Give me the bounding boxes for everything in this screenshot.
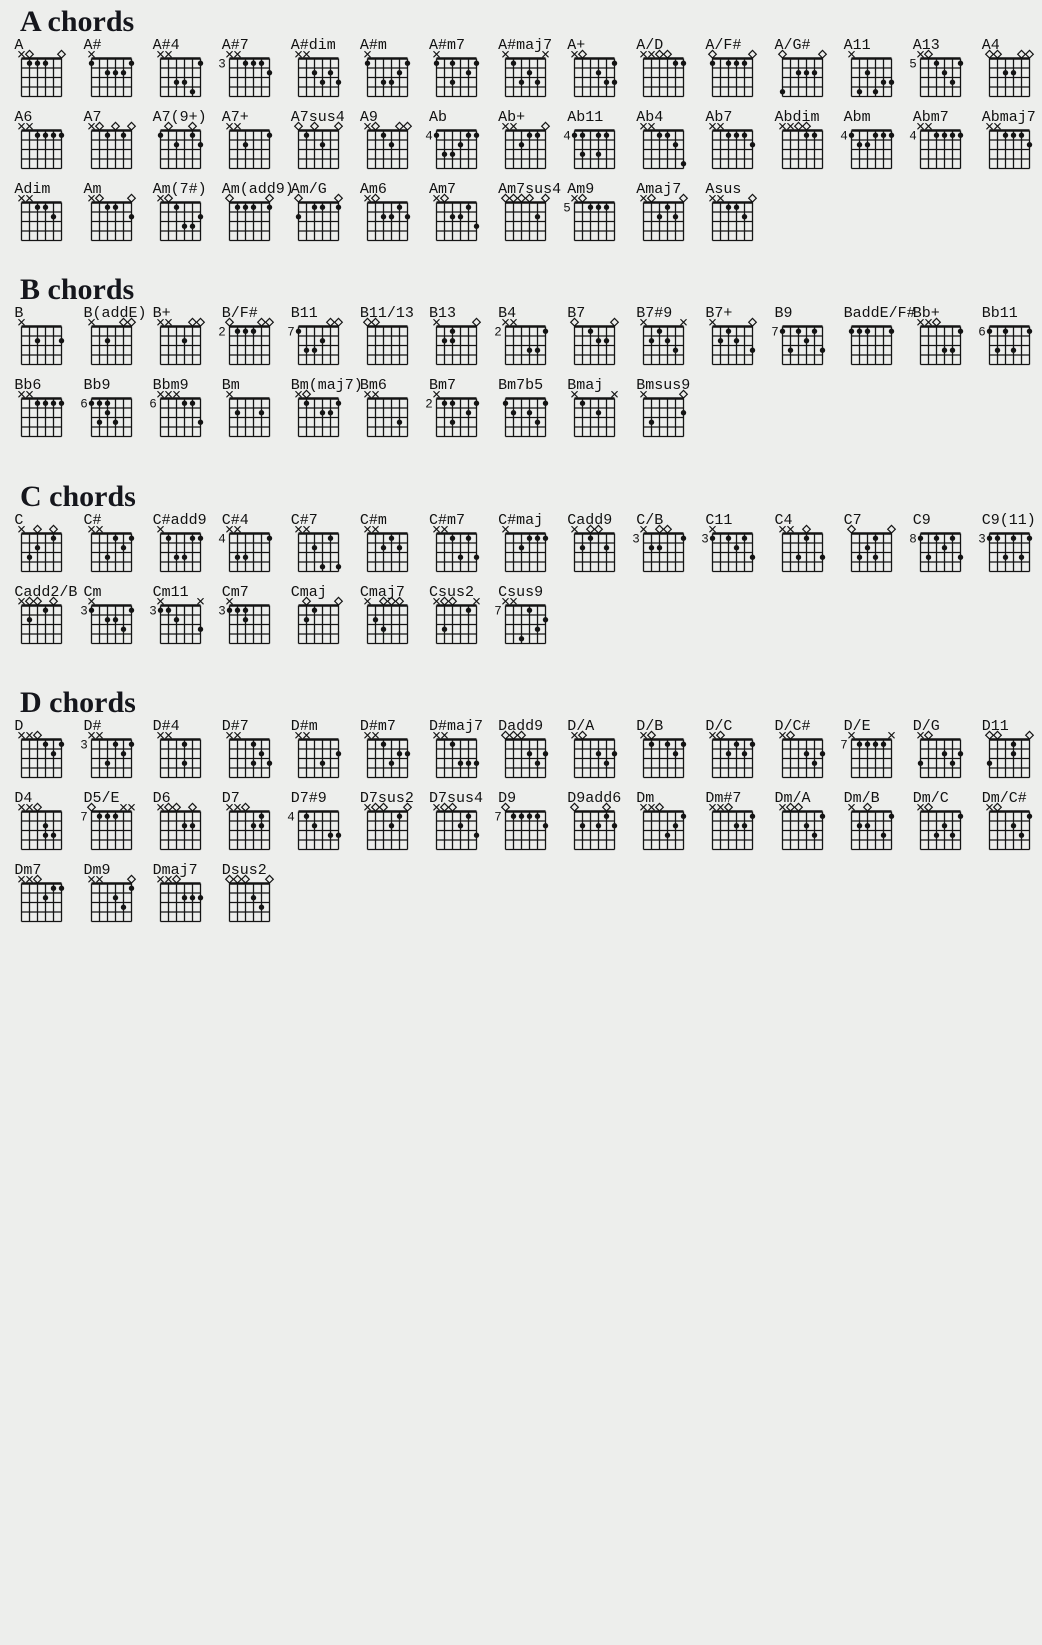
svg-text:7: 7 bbox=[494, 810, 502, 824]
svg-text:4: 4 bbox=[287, 810, 295, 824]
svg-text:4: 4 bbox=[218, 532, 226, 546]
svg-text:7: 7 bbox=[771, 325, 779, 339]
svg-text:6: 6 bbox=[978, 325, 986, 339]
svg-text:8: 8 bbox=[909, 532, 917, 546]
svg-text:7: 7 bbox=[287, 325, 295, 339]
svg-text:7: 7 bbox=[840, 738, 848, 752]
svg-text:4: 4 bbox=[840, 129, 848, 143]
svg-text:3: 3 bbox=[80, 604, 88, 618]
svg-text:2: 2 bbox=[494, 325, 502, 339]
svg-text:3: 3 bbox=[633, 532, 641, 546]
svg-text:5: 5 bbox=[909, 57, 917, 71]
svg-text:2: 2 bbox=[218, 325, 226, 339]
svg-text:7: 7 bbox=[494, 604, 502, 618]
svg-text:6: 6 bbox=[80, 397, 88, 411]
svg-text:5: 5 bbox=[563, 201, 571, 215]
svg-text:7: 7 bbox=[80, 810, 88, 824]
svg-text:2: 2 bbox=[425, 397, 433, 411]
svg-text:3: 3 bbox=[702, 532, 710, 546]
svg-text:3: 3 bbox=[80, 738, 88, 752]
svg-text:4: 4 bbox=[563, 129, 571, 143]
svg-text:3: 3 bbox=[218, 57, 226, 71]
svg-text:3: 3 bbox=[149, 604, 157, 618]
svg-text:4: 4 bbox=[425, 129, 433, 143]
svg-text:6: 6 bbox=[149, 397, 157, 411]
svg-text:4: 4 bbox=[909, 129, 917, 143]
svg-text:3: 3 bbox=[978, 532, 986, 546]
svg-text:3: 3 bbox=[218, 604, 226, 618]
